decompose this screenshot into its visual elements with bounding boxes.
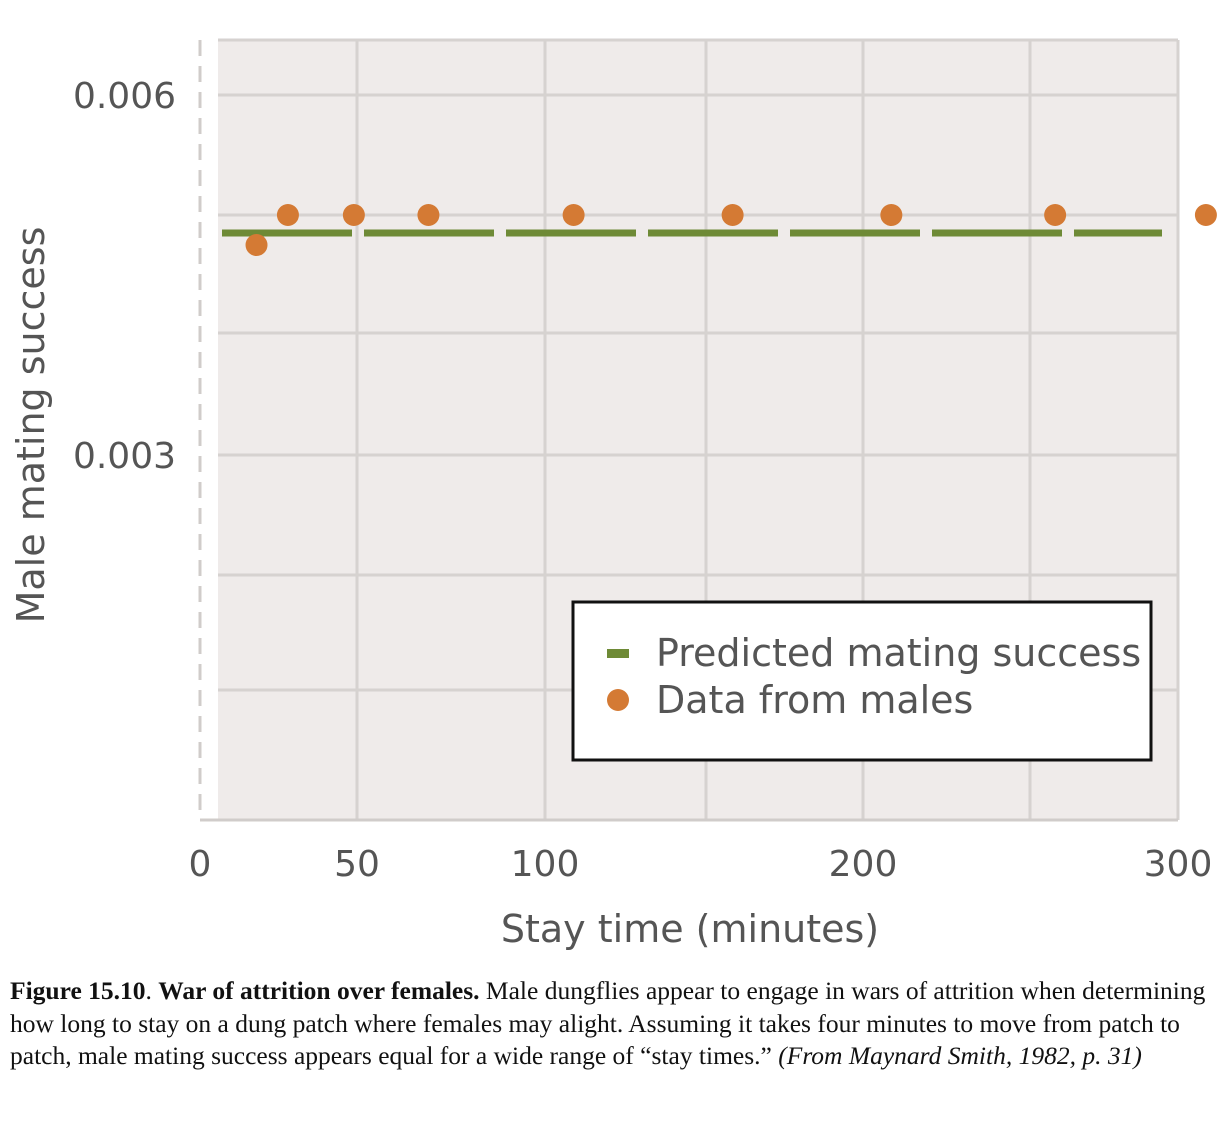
legend-dot-icon <box>607 689 629 711</box>
legend-label: Predicted mating success <box>656 631 1141 675</box>
data-point <box>417 204 440 226</box>
x-tick-label: 200 <box>829 844 898 885</box>
data-point <box>880 204 903 226</box>
data-point <box>276 204 299 226</box>
y-tick-label: 0.006 <box>73 76 176 117</box>
data-point <box>721 204 744 226</box>
caption-source: (From Maynard Smith, 1982, p. 31) <box>778 1041 1142 1070</box>
chart: 0 50 100 200 300 0.006 0.003 Stay time (… <box>9 38 1217 951</box>
y-tick-label: 0.003 <box>73 436 176 477</box>
data-series <box>245 204 1217 256</box>
x-tick-label: 100 <box>511 844 580 885</box>
caption-body: Male dungflies appear to engage in wars … <box>10 976 1206 1070</box>
y-tick-labels: 0.006 0.003 <box>73 76 176 477</box>
x-tick-label: 50 <box>334 844 380 885</box>
legend-label: Data from males <box>656 678 973 722</box>
grid <box>218 38 1180 820</box>
x-tick-labels: 0 50 100 200 300 <box>189 844 1213 885</box>
figure-caption: Figure 15.10. War of attrition over fema… <box>10 975 1210 1073</box>
caption-title: War of attrition over females. <box>158 976 480 1005</box>
caption-separator: . <box>145 976 159 1005</box>
legend: Predicted mating success Data from males <box>571 600 1153 762</box>
data-point <box>1194 204 1217 226</box>
legend-box <box>571 600 1153 762</box>
data-point <box>1044 204 1067 226</box>
data-point <box>562 204 585 226</box>
data-point <box>245 234 268 256</box>
legend-dash-icon <box>607 649 629 658</box>
figure-label: Figure 15.10 <box>10 976 146 1005</box>
data-point <box>342 204 365 226</box>
x-tick-label: 300 <box>1144 844 1213 885</box>
x-axis-title: Stay time (minutes) <box>501 907 879 951</box>
y-axis-title: Male mating success <box>9 227 53 624</box>
x-tick-label: 0 <box>189 844 212 885</box>
